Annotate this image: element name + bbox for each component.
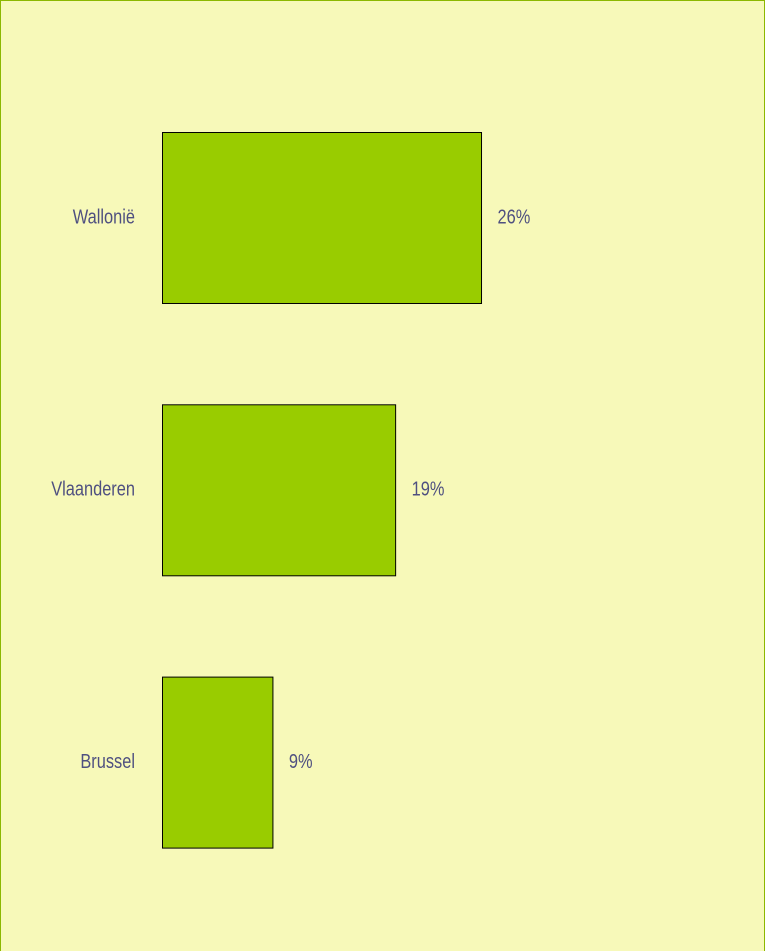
- value-label: 19%: [412, 477, 445, 500]
- bar: [162, 676, 274, 849]
- bar: [162, 132, 483, 304]
- category-label: Wallonië: [73, 205, 135, 228]
- bar: [162, 404, 397, 577]
- value-label: 26%: [498, 205, 531, 228]
- category-label: Vlaanderen: [51, 477, 135, 500]
- value-label: 9%: [289, 749, 313, 772]
- category-label: Brussel: [80, 749, 135, 772]
